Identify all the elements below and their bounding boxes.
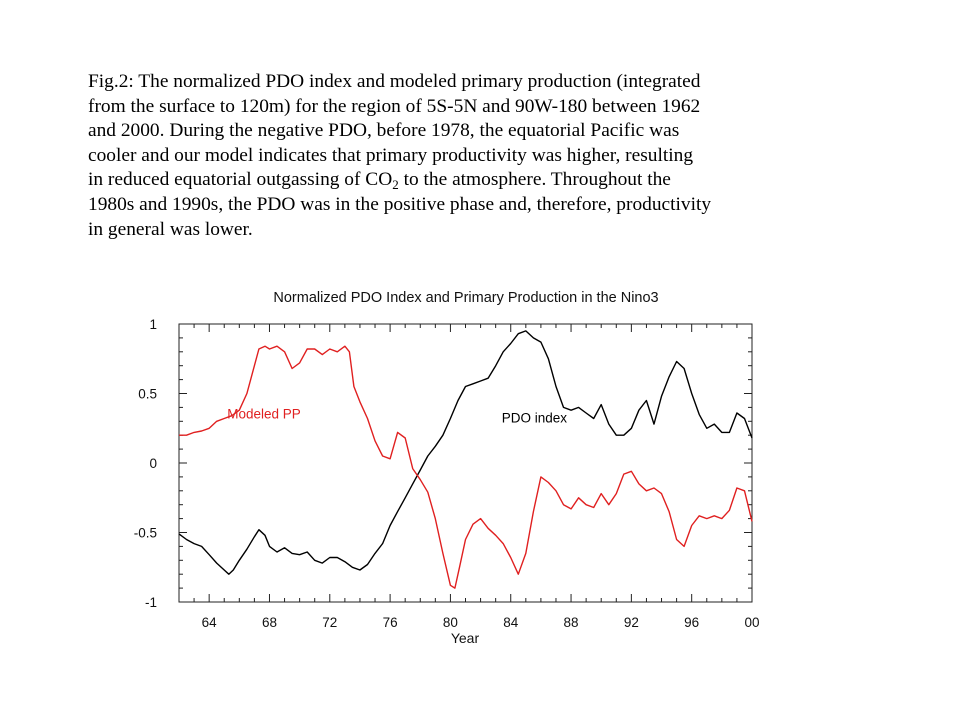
y-tick-label: 0.5 [138,387,157,402]
y-tick-label: -0.5 [134,526,157,541]
y-tick-label: -1 [145,595,157,610]
x-tick-label: 64 [202,615,218,630]
y-tick-label: 0 [149,456,157,471]
caption-line: cooler and our model indicates that prim… [88,144,694,166]
plot-area: -1 -0.5 0 0.5 1 64 68 72 76 80 84 88 92 96 00 PDO index… [134,317,760,630]
x-tick-label: 00 [744,615,759,630]
x-axis-title: Year [451,630,480,646]
caption-line: 1980s and 1990s, the PDO was in the posi… [88,193,712,215]
x-tick-label: 68 [262,615,277,630]
series-line-modeled-pp [179,345,753,589]
plot-frame [178,323,753,603]
series-label-pdo-index: PDO index [502,411,568,426]
figure-caption: Fig.2: The normalized PDO index and mode… [88,70,878,242]
caption-line: in reduced equatorial outgassing of CO2 … [88,168,878,193]
caption-text: in reduced equatorial outgassing of CO [88,169,393,191]
caption-line: in general was lower. [88,218,253,240]
x-tick-label: 96 [684,615,699,630]
co2-subscript: 2 [392,177,399,193]
caption-line: Fig.2: The normalized PDO index and mode… [88,71,701,92]
series-label-modeled-pp: Modeled PP [227,407,301,422]
x-tick-label: 76 [383,615,398,630]
x-tick-label: 88 [564,615,579,630]
caption-line: and 2000. During the negative PDO, befor… [88,120,680,142]
x-tick-label: 80 [443,615,458,630]
y-tick-label: 1 [149,317,157,332]
x-tick-label: 92 [624,615,639,630]
caption-text: to the atmosphere. Throughout the [398,169,671,191]
x-tick-label: 84 [503,615,519,630]
chart-title: Normalized PDO Index and Primary Product… [273,290,658,306]
x-tick-label: 72 [322,615,337,630]
caption-line: from the surface to 120m) for the region… [88,95,701,117]
series-line-pdo-index [178,330,753,575]
